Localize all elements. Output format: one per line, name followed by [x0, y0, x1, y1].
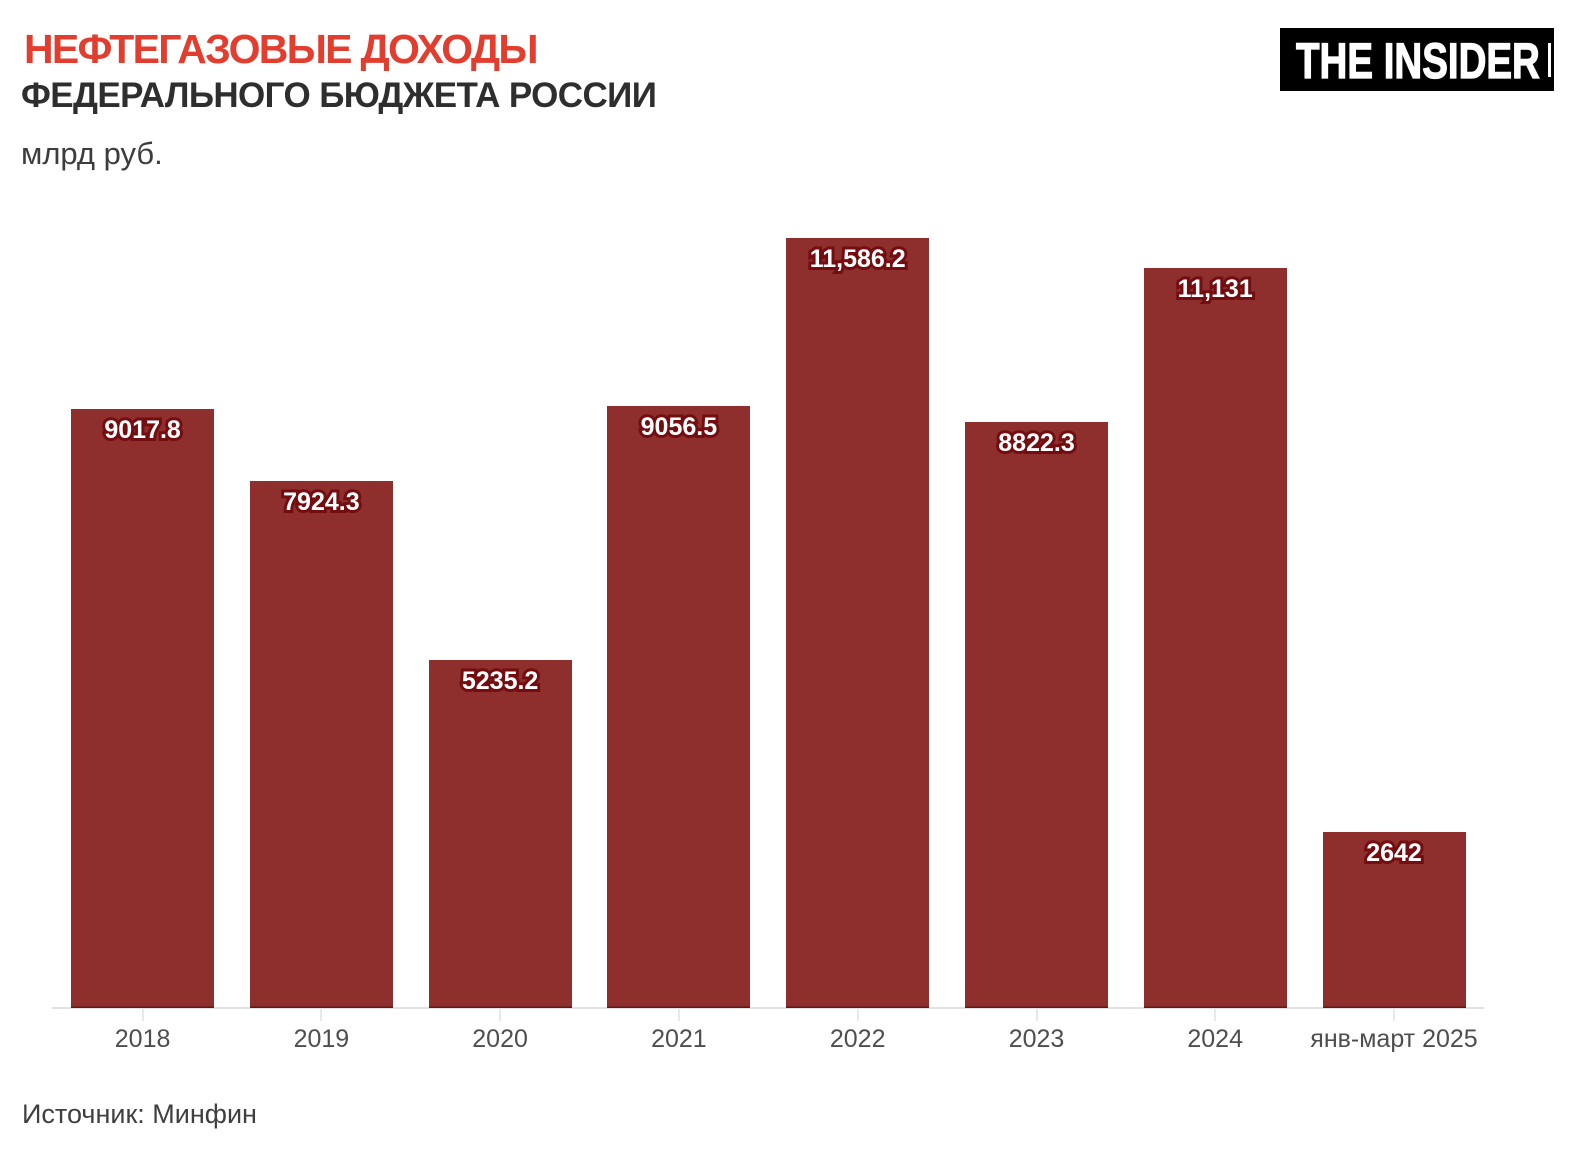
- bar-value-label: 8822.3 8822.3: [952, 427, 1122, 459]
- bar-value-label-outline: 11,586.2: [807, 243, 909, 275]
- bar-value-label-text: 8822.3: [998, 428, 1075, 457]
- source-label: Источник: Минфин: [22, 1099, 257, 1129]
- x-axis-category-label: 2024: [1187, 1025, 1243, 1053]
- bar-value-label-outline: 8822.3: [995, 427, 1077, 459]
- x-axis-category-label: 2019: [293, 1025, 350, 1053]
- x-axis-line: [52, 1007, 1484, 1009]
- bar-value-label-text: 2642: [1366, 839, 1422, 868]
- chart-title-main: ФЕДЕРАЛЬНОГО БЮДЖЕТА РОССИИ: [21, 76, 657, 115]
- x-axis-category-label: 2018: [114, 1025, 171, 1053]
- bar-value-label-text: 7924.3: [283, 488, 360, 517]
- bar-value-label-outline: 7924.3: [280, 486, 362, 518]
- x-axis-category-label: 2020: [472, 1025, 528, 1053]
- bar-value-label-outline: 9056.5: [638, 411, 720, 443]
- x-axis-tick: [499, 1009, 502, 1021]
- x-axis-category-label: 2021: [651, 1025, 707, 1053]
- bar-value-label-outline: 9017.8: [101, 414, 183, 446]
- x-axis-tick: [677, 1009, 680, 1021]
- x-axis-category-label: 2022: [829, 1025, 886, 1053]
- units-label: млрд руб.: [21, 136, 163, 171]
- x-axis-tick: [856, 1009, 859, 1021]
- bar-value-label-text: 9056.5: [640, 413, 718, 442]
- x-axis-tick: [1393, 1009, 1395, 1021]
- chart-title-accent: НЕФТЕГАЗОВЫЕ ДОХОДЫ: [24, 26, 538, 72]
- bar-value-label: 11,131 11,131: [1130, 273, 1300, 305]
- bar-2021: [607, 406, 751, 1008]
- bar-2020: [428, 660, 572, 1008]
- bar-value-label-text: 11,131: [1177, 275, 1253, 304]
- x-axis-tick: [141, 1009, 144, 1021]
- x-axis-category-label: 2023: [1008, 1025, 1065, 1053]
- bar-value-label-outline: 11,131: [1175, 273, 1256, 305]
- bar-value-label-text: 9017.8: [104, 415, 181, 444]
- x-axis-tick: [1214, 1009, 1217, 1021]
- bar-value-label: 2642 2642: [1309, 837, 1479, 869]
- bar-value-label: 7924.3 7924.3: [236, 486, 406, 518]
- bar-value-label: 9017.8 9017.8: [58, 414, 228, 446]
- bar-2023: [965, 421, 1108, 1008]
- logo-text: THE INSIDER: [1295, 33, 1540, 89]
- bar-value-label: 11,586.2 11,586.2: [773, 243, 943, 275]
- x-axis-tick: [1035, 1009, 1038, 1021]
- x-axis-tick: [320, 1009, 323, 1021]
- bar-value-label-outline: 2642: [1363, 837, 1425, 869]
- bar-value-label-text: 11,586.2: [809, 245, 906, 273]
- bar-2022: [786, 238, 930, 1008]
- x-axis-category-label: янв-март 2025: [1310, 1025, 1478, 1053]
- bar-value-label-outline: 5235.2: [459, 665, 541, 697]
- bar-value-label: 9056.5 9056.5: [594, 411, 764, 443]
- the-insider-logo: THE INSIDER: [1280, 28, 1554, 91]
- bar-2018: [71, 408, 215, 1008]
- bar-янв-март 2025: [1322, 832, 1466, 1008]
- logo-cursor-mark: [1548, 43, 1551, 77]
- bar-2024: [1143, 268, 1287, 1008]
- bar-2019: [249, 481, 393, 1008]
- bar-value-label: 5235.2 5235.2: [415, 665, 585, 697]
- bar-value-label-text: 5235.2: [461, 667, 539, 696]
